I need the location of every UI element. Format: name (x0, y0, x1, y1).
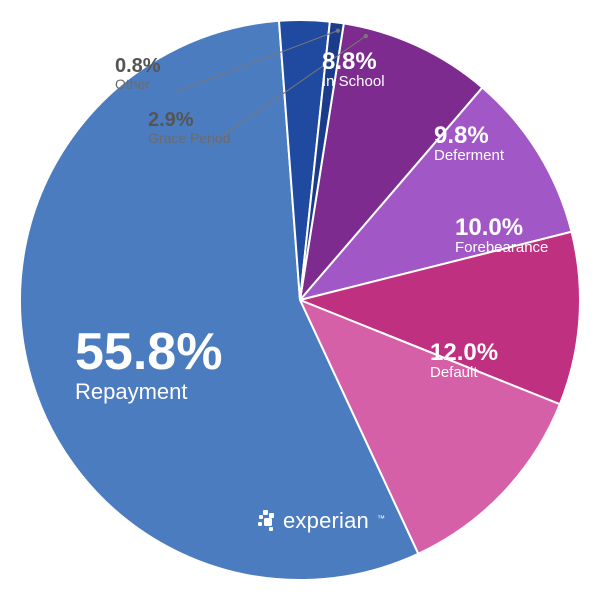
slice-name: Forebearance (455, 240, 548, 256)
brand-logo-text: experian (283, 508, 369, 534)
slice-percent: 55.8% (75, 325, 222, 380)
slice-percent: 2.9% (148, 110, 230, 131)
slice-name: In School (322, 74, 385, 90)
leader-dot (364, 34, 368, 38)
slice-label: 12.0%Default (430, 340, 498, 381)
brand-logo: experian ™ (255, 508, 385, 534)
slice-name: Deferment (434, 148, 504, 164)
slice-label: 10.0%Forebearance (455, 215, 548, 256)
pie-chart: 8.8%In School 9.8%Deferment 10.0%Forebeara… (0, 0, 600, 599)
leader-dot (336, 28, 340, 32)
brand-logo-tm: ™ (377, 514, 385, 523)
experian-mark-icon (255, 510, 277, 532)
slice-percent: 9.8% (434, 123, 504, 148)
slice-percent: 8.8% (322, 49, 385, 74)
slice-name: Other (115, 77, 161, 92)
slice-percent: 10.0% (455, 215, 548, 240)
slice-name: Grace Period (148, 131, 230, 146)
slice-label: 9.8%Deferment (434, 123, 504, 164)
slice-label: 8.8%In School (322, 49, 385, 90)
slice-percent: 12.0% (430, 340, 498, 365)
slice-label: 55.8%Repayment (75, 325, 222, 403)
slice-name: Repayment (75, 380, 222, 403)
slice-percent: 0.8% (115, 56, 161, 77)
slice-name: Default (430, 365, 498, 381)
slice-label: 0.8%Other (115, 56, 161, 92)
slice-label: 2.9%Grace Period (148, 110, 230, 146)
